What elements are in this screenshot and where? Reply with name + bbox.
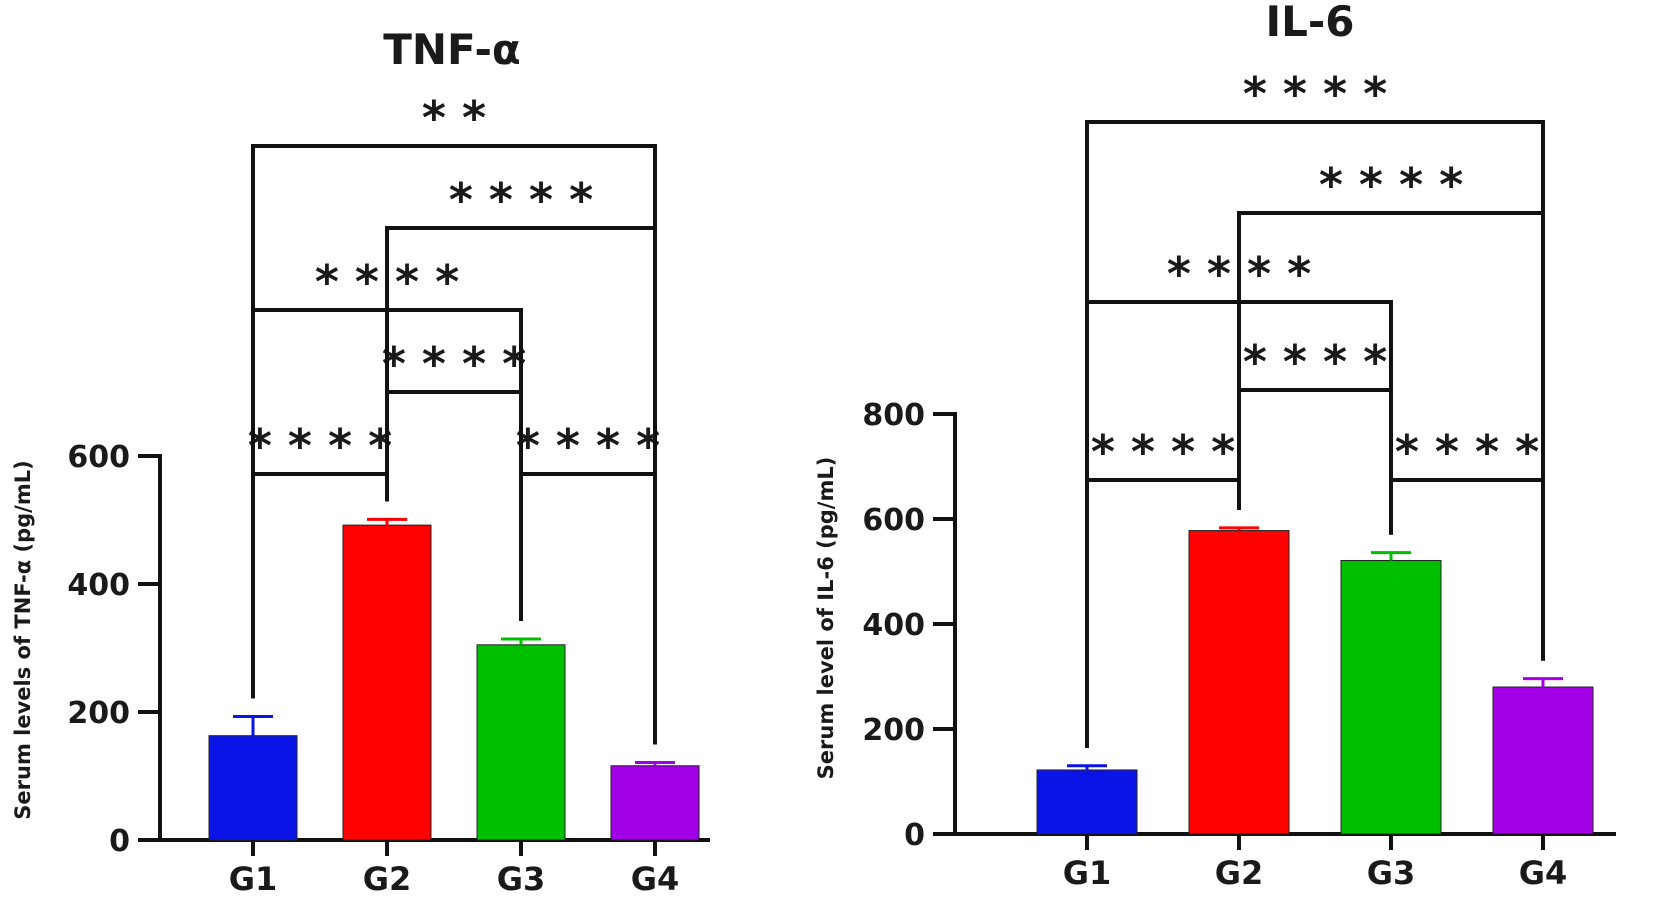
bar-g2 bbox=[342, 524, 432, 841]
bar-g4 bbox=[1492, 686, 1594, 835]
chart-1: TNF-α Serum levels of TNF-α (pg/mL) 0 200 40… bbox=[11, 25, 710, 898]
y-tick-label: 600 bbox=[862, 503, 925, 538]
x-tick-label-g1: G1 bbox=[229, 860, 278, 894]
significance-label: * * * * bbox=[1319, 158, 1463, 212]
chart-title: TNF-α bbox=[383, 25, 520, 74]
x-tick-label-g4: G4 bbox=[631, 860, 680, 894]
significance-bracket bbox=[1085, 120, 1545, 748]
x-tick-label-g2: G2 bbox=[363, 860, 412, 894]
y-tick-label: 600 bbox=[67, 440, 130, 475]
chart-title: IL-6 bbox=[1265, 0, 1354, 46]
x-tick-label-g3: G3 bbox=[1367, 854, 1416, 892]
bar-g1 bbox=[208, 735, 298, 841]
x-tick-label-g4: G4 bbox=[1519, 854, 1568, 892]
bar-g4 bbox=[610, 765, 700, 841]
significance-label: * * * * bbox=[1395, 425, 1539, 479]
x-tick-label-g1: G1 bbox=[1063, 854, 1112, 892]
y-tick-label: 400 bbox=[862, 608, 925, 643]
bar-g3 bbox=[476, 644, 566, 841]
y-tick-label: 200 bbox=[862, 713, 925, 748]
y-tick-label: 0 bbox=[109, 824, 130, 859]
y-tick-label: 800 bbox=[862, 398, 925, 433]
significance-label: * * * * bbox=[1091, 425, 1235, 479]
significance-label: * * * * bbox=[449, 173, 593, 227]
significance-label: * * bbox=[422, 91, 486, 145]
y-tick-label: 200 bbox=[67, 696, 130, 731]
significance-bracket bbox=[1237, 388, 1393, 535]
significance-label: * * * * bbox=[1243, 335, 1387, 389]
bar-g2 bbox=[1188, 530, 1290, 835]
significance-label: * * * * bbox=[516, 419, 660, 473]
significance-bracket bbox=[251, 144, 657, 745]
y-tick-label: 0 bbox=[904, 818, 925, 853]
bar-g1 bbox=[1036, 769, 1138, 835]
x-tick-label-g3: G3 bbox=[497, 860, 546, 894]
y-axis-label: Serum level of IL-6 (pg/mL) bbox=[814, 457, 838, 780]
significance-label: * * * * bbox=[382, 337, 526, 391]
x-tick-label-g2: G2 bbox=[1215, 854, 1264, 892]
y-axis-label: Serum levels of TNF-α (pg/mL) bbox=[11, 460, 35, 819]
chart-2: IL-6 Serum level of IL-6 (pg/mL) 0 200 400 60… bbox=[814, 0, 1616, 892]
y-tick-label: 400 bbox=[67, 568, 130, 603]
significance-label: * * * * bbox=[248, 419, 392, 473]
significance-label: * * * * bbox=[1243, 67, 1387, 121]
bar-g3 bbox=[1340, 559, 1442, 835]
